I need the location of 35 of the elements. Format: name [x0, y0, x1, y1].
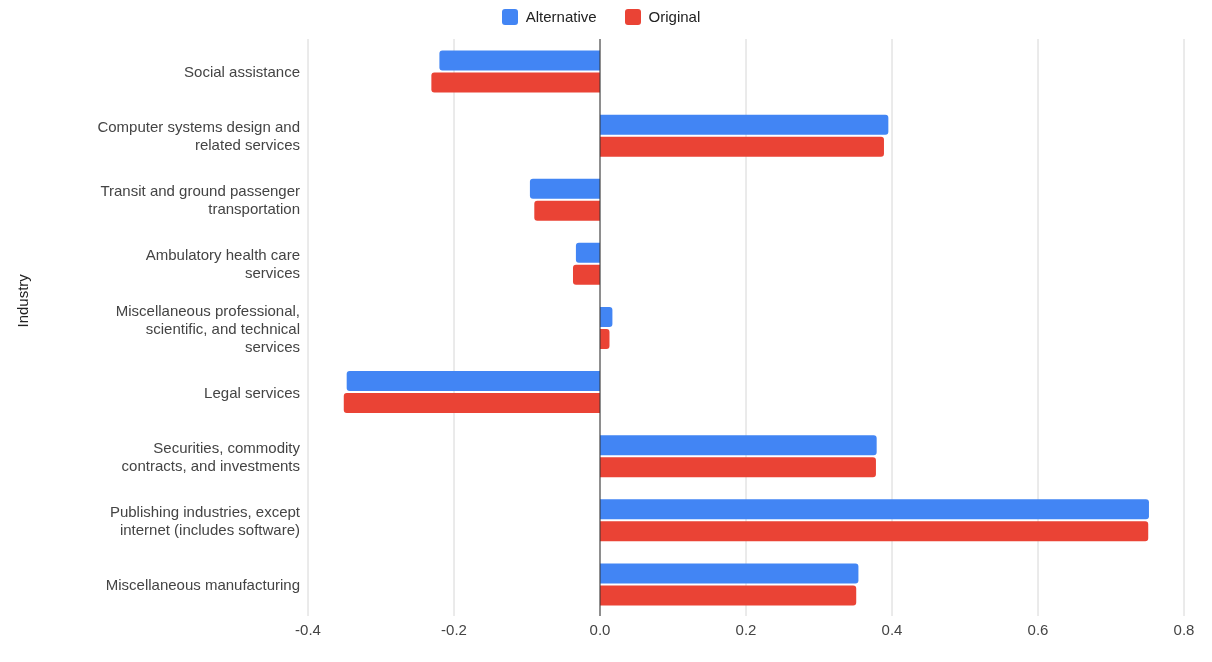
- x-tick-label: 0.2: [735, 620, 757, 638]
- x-tick-label: 0.8: [1173, 620, 1195, 638]
- bar: [600, 136, 884, 157]
- bar: [431, 72, 600, 93]
- y-tick-label: Legal services: [204, 383, 300, 401]
- y-tick-label: Social assistance: [184, 62, 300, 80]
- bar: [575, 242, 600, 263]
- y-tick-label: Miscellaneous manufacturing: [105, 575, 300, 593]
- legend-label: Alternative: [524, 8, 597, 25]
- bar: [600, 585, 857, 606]
- y-tick-label: Miscellaneous professional, scientific, and technical services: [115, 301, 300, 354]
- x-tick-label: -0.2: [441, 620, 467, 638]
- y-tick-label: Transit and ground passenger transportation: [100, 181, 300, 217]
- bar: [346, 371, 600, 392]
- bar: [439, 50, 600, 71]
- y-tick-label: Computer systems design and related services: [97, 117, 300, 153]
- bar: [600, 457, 876, 478]
- bar: [600, 114, 889, 135]
- bar: [534, 200, 600, 221]
- bar: [600, 435, 877, 456]
- y-axis-title: Industry: [14, 273, 32, 328]
- y-tick-label: Securities, commodity contracts, and investments: [121, 438, 301, 474]
- x-tick-label: 0.4: [881, 620, 903, 638]
- x-tick-label: -0.4: [295, 620, 321, 638]
- y-tick-label: Ambulatory health care services: [145, 245, 300, 281]
- bar: [600, 563, 859, 584]
- bar: [343, 393, 600, 414]
- legend-label: Original: [647, 8, 701, 25]
- bar: [600, 521, 1149, 542]
- bar: [572, 264, 600, 285]
- y-tick-label: Publishing industries, except internet (includes software): [109, 502, 301, 538]
- x-tick-label: 0.6: [1027, 620, 1049, 638]
- x-tick-label: 0.0: [589, 620, 611, 638]
- bar: [529, 178, 600, 199]
- bar: [600, 499, 1149, 520]
